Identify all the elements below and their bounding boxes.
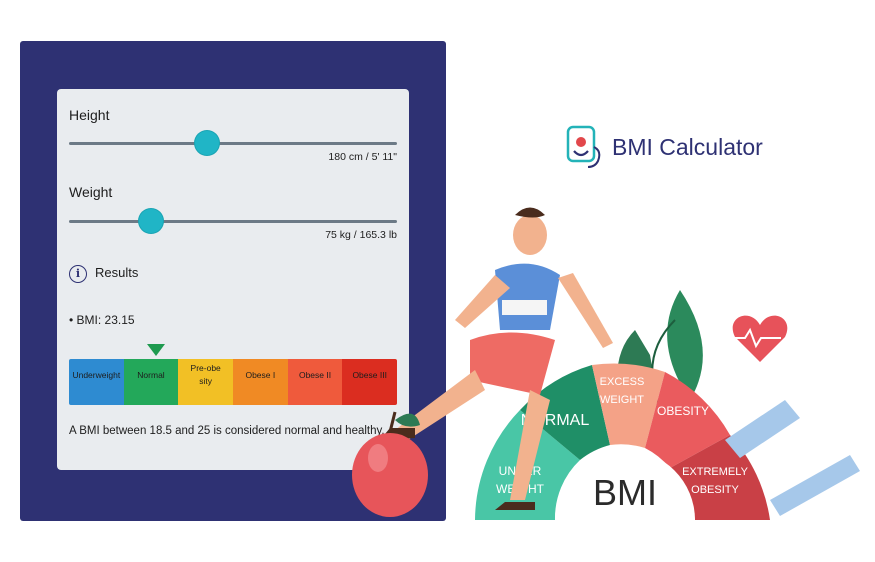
weight-label: Weight — [69, 184, 113, 200]
height-slider-track[interactable] — [69, 142, 397, 145]
weight-value: 75 kg / 165.3 lb — [325, 229, 397, 241]
height-slider-thumb[interactable] — [194, 131, 219, 155]
bmi-summary: A BMI between 18.5 and 25 is considered … — [69, 425, 385, 437]
bmi-scale: Underweight Normal Pre-obesity Obese I O… — [69, 359, 397, 405]
scale-normal: Normal — [123, 359, 179, 405]
weight-slider-thumb[interactable] — [139, 209, 163, 233]
scale-pre-obesity: Pre-obesity — [178, 359, 234, 405]
gauge-extremely-obesity: EXTREMELY OBESITY — [682, 466, 748, 496]
stethoscope-logo-icon — [566, 125, 602, 169]
brand-name: BMI Calculator — [612, 134, 763, 160]
results-title: Results — [95, 265, 139, 280]
info-icon: i — [69, 265, 87, 283]
bmi-marker — [147, 344, 165, 356]
height-label: Height — [69, 107, 110, 123]
gauge-obesity: OBESITY — [657, 404, 709, 418]
apple-icon — [352, 411, 428, 517]
measuring-tape-icon — [725, 400, 860, 516]
height-value: 180 cm / 5' 11" — [328, 151, 397, 163]
scale-obese-3: Obese III — [342, 359, 397, 405]
gauge-excess-weight: EXCESS WEIGHT — [600, 376, 645, 406]
scale-obese-2: Obese II — [287, 359, 343, 405]
gauge-center-label: BMI — [593, 472, 657, 513]
weight-slider-track[interactable] — [69, 220, 397, 223]
calculator-panel — [57, 89, 409, 470]
scale-obese-1: Obese I — [233, 359, 288, 405]
scale-underweight: Underweight — [69, 359, 124, 405]
bmi-value: • BMI: 23.15 — [69, 313, 135, 327]
heart-icon — [730, 315, 788, 362]
woman-figure-icon — [380, 207, 613, 510]
